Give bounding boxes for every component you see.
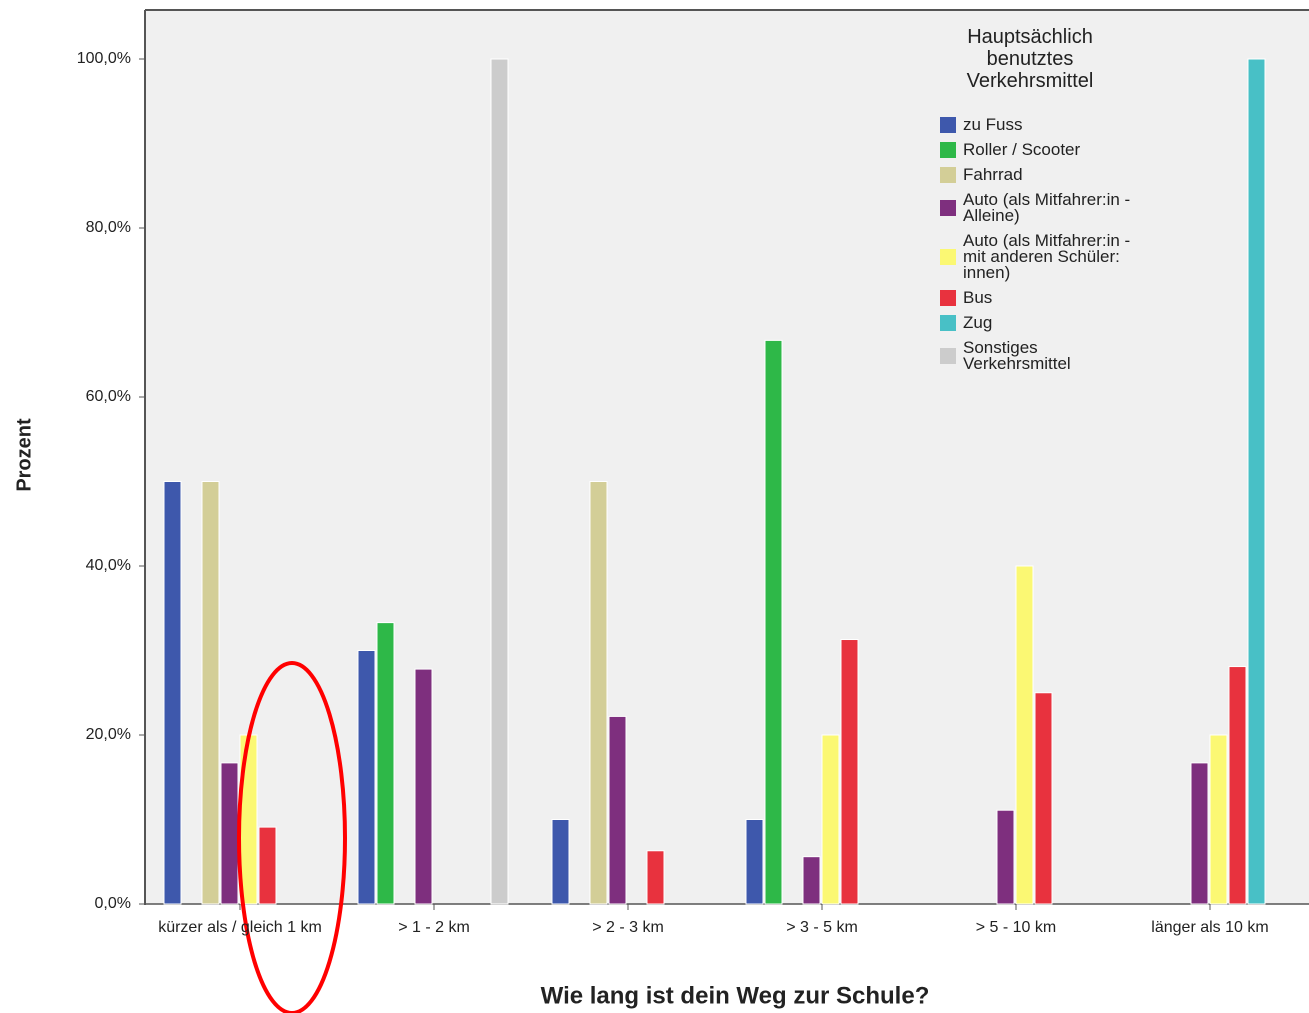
- y-tick-label: 60,0%: [86, 388, 131, 405]
- plot-background: [145, 10, 1309, 904]
- legend-swatch: [940, 117, 956, 133]
- x-tick-label: > 5 - 10 km: [975, 919, 1057, 936]
- legend-swatch: [940, 167, 956, 183]
- bar: [490, 58, 509, 905]
- bar: [1190, 762, 1209, 905]
- bar: [163, 481, 182, 905]
- bar: [646, 850, 665, 905]
- legend-swatch: [940, 290, 956, 306]
- y-tick-label: 40,0%: [86, 557, 131, 574]
- legend-label: Auto (als Mitfahrer:in - mit anderen Sch…: [963, 231, 1131, 282]
- bar: [1209, 734, 1228, 905]
- bar: [1034, 692, 1053, 905]
- y-tick-label: 20,0%: [86, 726, 131, 743]
- legend-swatch: [940, 249, 956, 265]
- legend-swatch: [940, 348, 956, 364]
- bar: [840, 639, 859, 905]
- legend-label: Auto (als Mitfahrer:in - Alleine): [963, 190, 1131, 225]
- x-tick-label: > 2 - 3 km: [592, 919, 664, 936]
- y-tick-label: 0,0%: [95, 895, 131, 912]
- bar: [608, 715, 627, 905]
- bar: [1228, 666, 1247, 905]
- y-axis-title: Prozent: [13, 418, 35, 492]
- bars: [163, 58, 1266, 905]
- legend-swatch: [940, 200, 956, 216]
- legend-label: Zug: [963, 313, 993, 332]
- bar: [258, 826, 277, 905]
- bar: [220, 762, 239, 905]
- highlight-ellipse: [237, 661, 347, 1013]
- y-tick-label: 100,0%: [77, 50, 131, 67]
- bar: [1247, 58, 1266, 905]
- bar: [745, 819, 764, 905]
- x-tick-label: kürzer als / gleich 1 km: [158, 919, 322, 936]
- x-axis-title: Wie lang ist dein Weg zur Schule?: [541, 982, 930, 1009]
- bar: [414, 668, 433, 905]
- bar: [551, 819, 570, 905]
- bar: [589, 481, 608, 905]
- bar: [357, 650, 376, 905]
- legend-label: Fahrrad: [963, 165, 1023, 184]
- x-tick-label: länger als 10 km: [1151, 919, 1269, 936]
- legend-swatch: [940, 315, 956, 331]
- legend-label: Roller / Scooter: [963, 140, 1081, 159]
- bar: [1015, 565, 1034, 905]
- legend-label: Sonstiges Verkehrsmittel: [963, 338, 1071, 373]
- legend-label: Bus: [963, 288, 993, 307]
- legend-label: zu Fuss: [963, 115, 1023, 134]
- legend-swatch: [940, 142, 956, 158]
- bar: [996, 809, 1015, 905]
- bar: [821, 734, 840, 905]
- legend-title: Hauptsächlich benutztes Verkehrsmittel: [966, 26, 1094, 92]
- bar: [201, 481, 220, 905]
- y-tick-label: 80,0%: [86, 219, 131, 236]
- x-tick-label: > 3 - 5 km: [786, 919, 858, 936]
- bar: [376, 622, 395, 905]
- bar: [802, 856, 821, 905]
- x-tick-label: > 1 - 2 km: [398, 919, 470, 936]
- bar: [764, 339, 783, 905]
